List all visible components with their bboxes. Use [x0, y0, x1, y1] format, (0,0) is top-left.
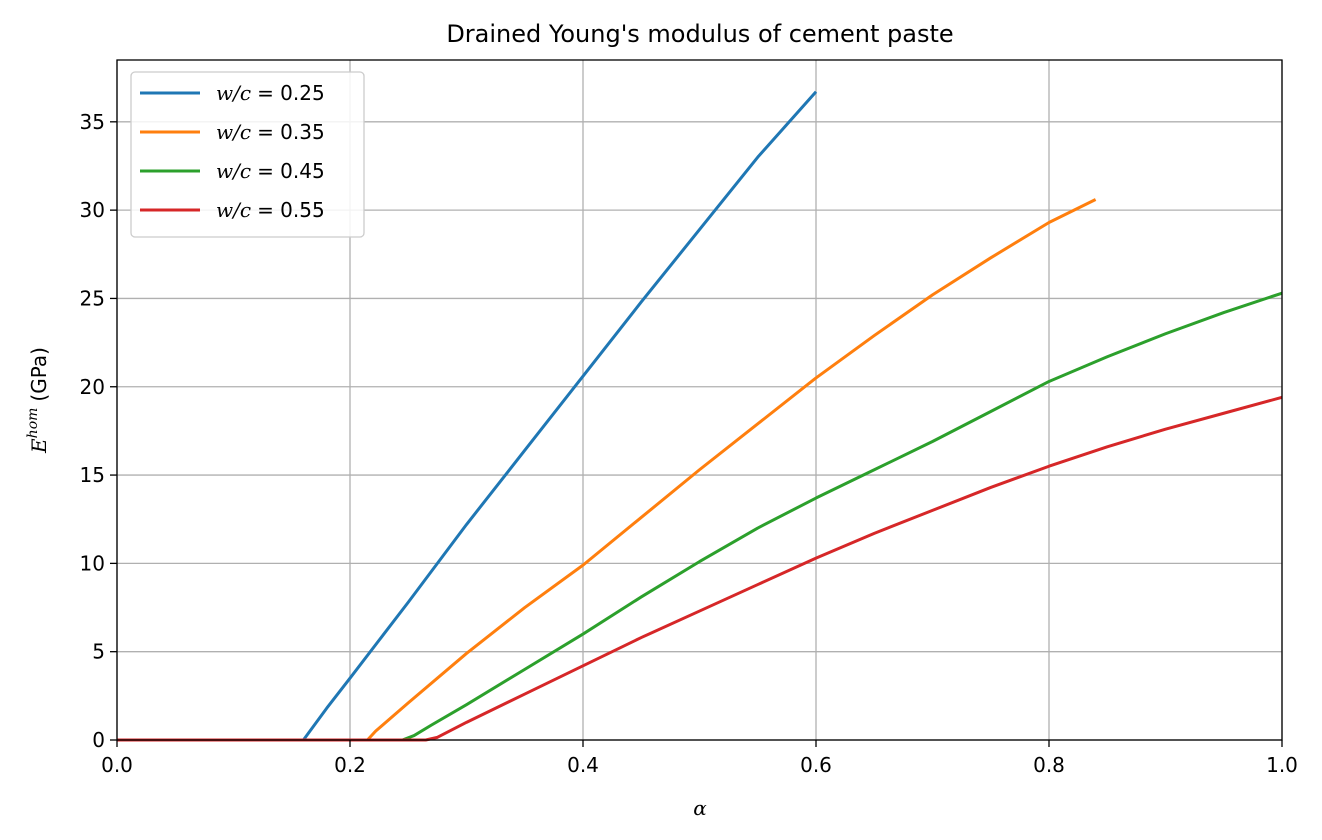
y-tick-label: 15	[80, 463, 105, 487]
x-tick-label: 0.8	[1033, 753, 1065, 777]
y-tick-label: 5	[92, 640, 105, 664]
y-axis-label: Ehom (GPa)	[25, 347, 51, 454]
y-axis-label-unit: (GPa)	[27, 347, 51, 402]
series-line-1	[117, 90, 818, 742]
legend-label-value: = 0.55	[257, 198, 325, 222]
x-tick-label: 0.0	[101, 753, 133, 777]
y-tick-label: 10	[80, 551, 105, 575]
legend-label-1: w/c = 0.25	[216, 81, 325, 105]
chart-title: Drained Young's modulus of cement paste	[446, 20, 953, 48]
x-axis-label: α	[693, 796, 707, 820]
x-tick-label: 0.4	[567, 753, 599, 777]
x-tick-label: 1.0	[1266, 753, 1298, 777]
x-ticks: 0.0 0.2 0.4 0.6 0.8 1.0	[101, 740, 1298, 777]
legend-label-var: w/c	[216, 120, 251, 144]
y-tick-label: 25	[80, 286, 105, 310]
legend-label-2: w/c = 0.35	[216, 120, 325, 144]
legend-label-var: w/c	[216, 198, 251, 222]
y-tick-label: 30	[80, 198, 105, 222]
y-tick-label: 0	[92, 728, 105, 752]
series-lines	[117, 90, 1283, 742]
grid	[116, 60, 1283, 741]
y-axis-label-sup: hom	[25, 408, 41, 439]
legend-label-4: w/c = 0.55	[216, 198, 325, 222]
legend-label-value: = 0.35	[257, 120, 325, 144]
legend: w/c = 0.25w/c = 0.35w/c = 0.45w/c = 0.55	[130, 71, 365, 238]
y-ticks: 0 5 10 15 20 25 30 35	[80, 110, 117, 752]
x-tick-label: 0.6	[800, 753, 832, 777]
legend-label-value: = 0.45	[257, 159, 325, 183]
x-tick-label: 0.2	[334, 753, 366, 777]
series-line-2	[117, 198, 1097, 742]
y-tick-label: 35	[80, 110, 105, 134]
series-line-4	[117, 395, 1283, 742]
y-tick-label: 20	[80, 375, 105, 399]
legend-label-3: w/c = 0.45	[216, 159, 325, 183]
legend-label-value: = 0.25	[257, 81, 325, 105]
y-axis-label-main: E	[27, 438, 51, 454]
legend-label-var: w/c	[216, 81, 251, 105]
series-line-3	[117, 291, 1283, 742]
plot-frame	[116, 59, 1283, 741]
legend-box	[130, 71, 365, 238]
legend-label-var: w/c	[216, 159, 251, 183]
